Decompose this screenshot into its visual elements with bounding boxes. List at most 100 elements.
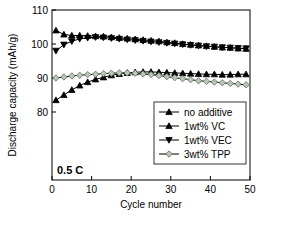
- series-marker: [219, 44, 225, 50]
- series-marker: [227, 71, 233, 77]
- series-marker: [100, 70, 106, 76]
- series-marker: [195, 71, 201, 77]
- series-marker: [69, 39, 75, 45]
- series-marker: [84, 79, 90, 85]
- series-marker: [235, 46, 241, 52]
- series-marker: [124, 70, 130, 76]
- series-marker: [156, 72, 162, 78]
- series-marker: [219, 80, 225, 86]
- series-marker: [195, 42, 201, 48]
- x-tick: [210, 176, 211, 180]
- series-marker: [53, 97, 59, 103]
- series-marker: [227, 45, 233, 51]
- x-tick-label: 40: [205, 184, 217, 195]
- series-marker: [124, 70, 130, 76]
- x-tick: [91, 176, 92, 180]
- series-marker: [187, 77, 193, 83]
- series-marker: [61, 92, 67, 98]
- legend-label: 1wt% VEC: [184, 135, 232, 146]
- plot-area: [53, 27, 249, 102]
- series-marker: [227, 80, 233, 86]
- legend-marker: [166, 151, 172, 157]
- series-marker: [100, 35, 106, 41]
- legend-label: 3wt% TPP: [184, 149, 231, 160]
- y-tick: [52, 10, 56, 11]
- series-marker: [53, 75, 59, 81]
- series-marker: [203, 78, 209, 84]
- series-marker: [211, 71, 217, 77]
- y-tick-label: 100: [31, 39, 48, 50]
- y-tick: [52, 44, 56, 45]
- legend-label: 1wt% VC: [184, 121, 225, 132]
- y-axis-label: Discharge capacity (mAh/g): [7, 34, 18, 157]
- series-line: [56, 30, 246, 48]
- x-tick-label: 20: [126, 184, 138, 195]
- series-marker: [156, 40, 162, 46]
- legend-marker: [166, 123, 172, 129]
- series-marker: [53, 27, 59, 33]
- legend-box: [154, 102, 246, 164]
- x-tick-label: 50: [244, 184, 256, 195]
- legend-marker: [166, 137, 172, 143]
- legend-label: no additive: [184, 107, 233, 118]
- y-tick-label: 80: [37, 107, 49, 118]
- series-marker: [61, 74, 67, 80]
- series-marker: [172, 41, 178, 47]
- series-marker: [132, 38, 138, 44]
- series-marker: [84, 35, 90, 41]
- series-marker: [108, 70, 114, 76]
- series-marker: [69, 73, 75, 79]
- series-marker: [164, 40, 170, 46]
- plot-frame: [52, 10, 250, 180]
- y-tick-label: 90: [37, 73, 49, 84]
- series-marker: [179, 75, 185, 81]
- series-marker: [140, 71, 146, 77]
- annotation: 0.5 C: [57, 164, 83, 176]
- series-marker: [211, 79, 217, 85]
- series-marker: [164, 73, 170, 79]
- series-marker: [187, 42, 193, 48]
- series-marker: [219, 71, 225, 77]
- series-marker: [77, 82, 83, 88]
- series-marker: [219, 45, 225, 51]
- series-marker: [243, 46, 249, 52]
- series-marker: [179, 41, 185, 47]
- series-marker: [227, 45, 233, 51]
- series-marker: [116, 70, 122, 76]
- series-marker: [92, 35, 98, 41]
- series-line: [56, 37, 246, 51]
- series-marker: [148, 71, 154, 77]
- series-marker: [148, 39, 154, 45]
- legend: no additive 1wt% VC 1wt% VEC 3wt% TPP: [154, 102, 246, 164]
- legend-marker: [166, 109, 172, 115]
- series-marker: [61, 31, 67, 37]
- series-marker: [53, 48, 59, 54]
- series-marker: [187, 41, 193, 47]
- series-marker: [203, 43, 209, 49]
- x-tick-label: 0: [49, 184, 55, 195]
- x-axis-label: Cycle number: [120, 199, 182, 210]
- series-marker: [84, 71, 90, 77]
- series-marker: [235, 81, 241, 87]
- series-marker: [61, 42, 67, 48]
- series-marker: [243, 82, 249, 88]
- chart: 80 90 100 110 0 10 20 30 40 50 Cycle number Dischar…: [0, 0, 281, 225]
- series-marker: [203, 44, 209, 50]
- x-tick-label: 10: [86, 184, 98, 195]
- series-marker: [203, 71, 209, 77]
- x-tick-label: 30: [165, 184, 177, 195]
- series-marker: [77, 72, 83, 78]
- series-marker: [235, 71, 241, 77]
- series-marker: [140, 38, 146, 44]
- series-marker: [124, 37, 130, 43]
- series-line: [56, 72, 246, 100]
- series-marker: [211, 44, 217, 50]
- series-marker: [92, 71, 98, 77]
- series-marker: [69, 32, 75, 38]
- series-marker: [243, 71, 249, 77]
- series-marker: [211, 44, 217, 50]
- y-tick-label: 110: [32, 5, 48, 16]
- series-marker: [172, 74, 178, 80]
- series-marker: [108, 36, 114, 42]
- series-marker: [195, 78, 201, 84]
